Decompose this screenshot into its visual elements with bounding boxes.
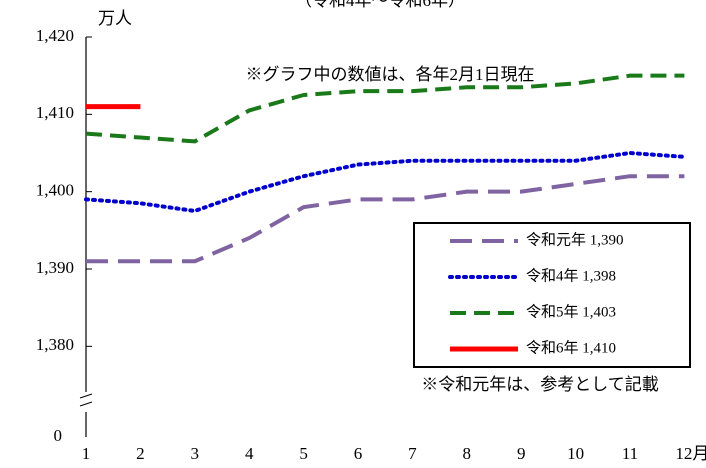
x-tick-label: 1 [82,444,91,463]
x-tick-label: 5 [299,444,308,463]
y-tick-label: 1,410 [36,103,74,122]
x-tick-label: 11 [622,444,638,463]
y-tick-label: 1,380 [36,335,74,354]
series-line [84,151,687,213]
x-tick-label: 3 [191,444,200,463]
y-tick-label: 1,390 [36,258,74,277]
x-tick-label: 7 [408,444,417,463]
note: ※令和元年は、参考として記載 [421,375,659,394]
y-tick-label: 0 [54,426,63,445]
x-tick-label: 9 [517,444,526,463]
axis-break [79,393,93,407]
legend-label: 令和5年 1,403 [526,303,616,320]
x-tick-label: 12月 [675,444,706,463]
legend [413,222,691,368]
x-tick-label: 8 [463,444,472,463]
x-tick-label: 4 [245,444,254,463]
y-tick-label: 1,400 [36,181,74,200]
series-line [86,174,685,264]
legend-label: 令和4年 1,398 [526,267,616,284]
x-tick-label: 2 [136,444,145,463]
y-axis-label: 万人 [98,9,132,28]
chart-subtitle: （令和4年～令和6年） [295,0,465,10]
note: ※グラフ中の数値は、各年2月1日現在 [246,65,535,84]
series-line [85,73,685,144]
y-tick-label: 1,420 [36,26,74,45]
legend-label: 令和6年 1,410 [526,339,616,356]
x-tick-label: 6 [354,444,363,463]
x-tick-label: 10 [567,444,584,463]
legend-label: 令和元年 1,390 [526,231,624,248]
